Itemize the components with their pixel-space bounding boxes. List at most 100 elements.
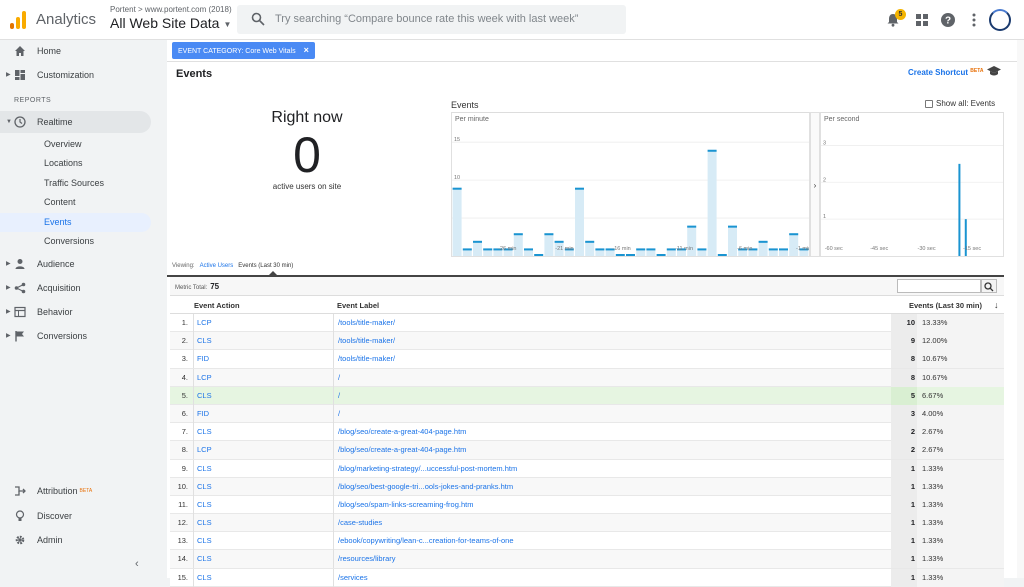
bar [677,248,686,251]
event-action-link[interactable]: FID [197,408,210,418]
event-action-link[interactable]: CLS [197,481,212,491]
create-shortcut-link[interactable]: Create Shortcut BETA [908,68,984,77]
event-label-link[interactable]: /blog/marketing-strategy/...uccessful-po… [338,463,518,473]
event-label-link[interactable]: /tools/title-maker/ [338,318,396,327]
bar-fill [554,240,564,256]
account-breadcrumb[interactable]: Portent > www.portent.com (2018) [110,5,232,14]
chart-expand-arrow-icon[interactable]: › [810,112,820,257]
sidebar-subitem-conversions[interactable]: Conversions [0,232,151,251]
bar-fill [493,248,503,256]
sidebar-subitem-events[interactable]: Events [0,213,151,232]
x-tick-label: -26 min [498,246,516,252]
event-action-link[interactable]: CLS [197,536,212,546]
search-input[interactable] [275,10,615,28]
event-action-link[interactable]: FID [197,354,210,364]
sidebar-item-conversions[interactable]: ▶ Conversions [0,325,151,347]
analytics-logo-icon[interactable] [10,11,26,29]
event-label-link[interactable]: / [338,390,341,400]
sidebar-subitem-traffic-sources[interactable]: Traffic Sources [0,174,151,193]
table-search-button[interactable] [981,279,997,293]
event-count: 1 [910,499,915,509]
sidebar-item-admin[interactable]: Admin [0,529,151,551]
sidebar: Home ▶ Customization REPORTS ▼ Realtime … [0,40,165,578]
caret-down-icon: ▼ [223,19,232,29]
page-title: Events [176,68,213,80]
sidebar-subitem-locations[interactable]: Locations [0,154,151,173]
sidebar-item-audience[interactable]: ▶ Audience [0,253,151,275]
close-icon[interactable]: × [303,45,309,55]
sidebar-item-behavior[interactable]: ▶ Behavior [0,301,151,323]
event-action-link[interactable]: CLS [197,554,212,564]
view-selector[interactable]: All Web Site Data ▼ [110,15,231,31]
sidebar-item-acquisition[interactable]: ▶ Acquisition [0,277,151,299]
event-percent: 1.33% [922,463,944,473]
event-percent: 1.33% [922,518,944,528]
event-action-link[interactable]: CLS [197,336,212,346]
bar-fill [503,248,513,256]
event-label-link[interactable]: / [338,372,341,382]
event-action-link[interactable]: LCP [197,372,212,382]
show-all-checkbox[interactable] [925,99,933,108]
bar [534,254,544,256]
bar [615,254,625,256]
event-label-link[interactable]: /blog/seo/spam-links-screaming-frog.htm [338,499,474,509]
collapse-sidebar-chevron-icon[interactable]: ‹ [135,558,139,570]
bar-fill [799,248,809,256]
viewing-switcher: Viewing: Active Users Events (Last 30 min) [172,263,293,269]
apps-grid-icon[interactable] [914,12,930,28]
scrollbar[interactable] [1017,40,1024,578]
event-label-link[interactable]: /blog/seo/create-a-great-404-page.htm [338,445,467,455]
x-tick-label: -15 sec [963,246,981,252]
event-label-link[interactable]: /resources/library [338,554,396,564]
help-icon[interactable]: ? [940,12,956,28]
event-label-link[interactable]: /ebook/copywriting/lean-c...creation-for… [338,536,514,546]
event-action-link[interactable]: CLS [197,499,212,509]
percent-cell-bg [917,386,1004,405]
x-tick-label: -16 min [612,246,630,252]
event-label-link[interactable]: /blog/seo/best-google-tri...ools-jokes-a… [338,481,514,491]
expand-arrow-icon: ▶ [6,333,11,339]
event-action-link[interactable]: CLS [197,427,212,437]
show-all-events-toggle[interactable]: Show all: Events [925,99,995,108]
row-index: 14. [177,554,188,564]
sidebar-subitem-content[interactable]: Content [0,193,151,212]
subitem-label: Traffic Sources [44,178,105,188]
event-label-link[interactable]: /services [338,572,368,582]
search-box[interactable] [237,5,626,34]
sidebar-item-home[interactable]: Home [0,40,151,62]
event-label-link[interactable]: /tools/title-maker/ [338,336,396,346]
column-divider [333,368,334,387]
header-event-action[interactable]: Event Action [194,301,240,310]
bar [717,254,727,256]
app-name[interactable]: Analytics [36,11,97,28]
event-action-link[interactable]: CLS [197,518,212,528]
table-search-input[interactable] [897,279,981,293]
percent-cell-bg [917,332,1004,351]
header-event-label[interactable]: Event Label [337,301,380,310]
event-label-link[interactable]: /tools/title-maker/ [338,354,396,364]
table-row: 4. LCP / 8 10.67% [170,368,1004,387]
sidebar-item-discover[interactable]: Discover [0,505,151,527]
event-action-link[interactable]: CLS [197,572,212,582]
beta-tag: BETA [970,68,984,74]
event-action-link[interactable]: LCP [197,445,212,455]
sort-descending-icon[interactable]: ↓ [994,300,999,310]
sidebar-item-customization[interactable]: ▶ Customization [0,64,151,86]
event-action-link[interactable]: CLS [197,463,212,473]
graduation-cap-icon[interactable] [987,66,1001,76]
event-label-link[interactable]: /blog/seo/create-a-great-404-page.htm [338,427,467,437]
bar [575,187,584,190]
event-action-link[interactable]: LCP [197,318,212,327]
sidebar-subitem-overview[interactable]: Overview [0,135,151,154]
event-category-filter-chip[interactable]: EVENT CATEGORY: Core Web Vitals × [172,42,315,59]
more-vert-icon[interactable] [966,12,982,28]
viewing-active-users-link[interactable]: Active Users [199,263,234,269]
event-action-link[interactable]: CLS [197,390,212,400]
event-label-link[interactable]: / [338,408,341,418]
event-percent: 1.33% [922,536,944,546]
header-events-count[interactable]: Events (Last 30 min) [909,301,982,310]
event-label-link[interactable]: /case-studies [338,518,383,528]
sidebar-item-realtime[interactable]: ▼ Realtime [0,111,151,133]
sidebar-item-attribution[interactable]: Attribution BETA [0,480,151,502]
account-avatar[interactable] [989,9,1011,31]
